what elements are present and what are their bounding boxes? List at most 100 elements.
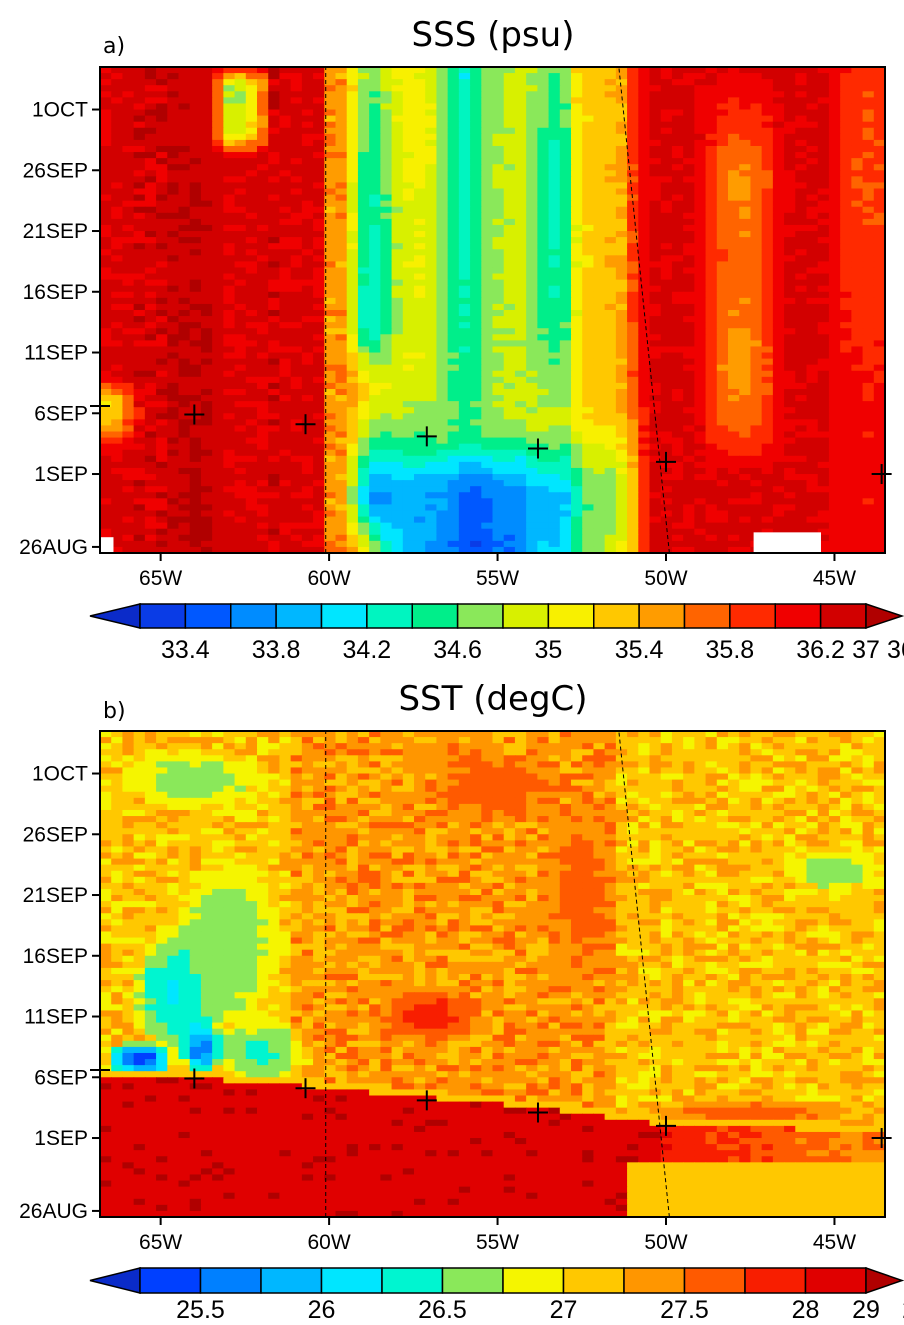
- x-tick-label: 55W: [476, 1231, 519, 1254]
- y-tick-label: 26SEP: [23, 159, 88, 182]
- y-axis-sss: 26AUG 1SEP 6SEP 11SEP 16SEP 21SEP 26SEP 1OCT: [19, 99, 100, 559]
- panel-label-a: a): [103, 34, 125, 59]
- colorbar-swatch: [502, 603, 550, 629]
- colorbar-swatch: [139, 1267, 202, 1294]
- y-tick-label: 21SEP: [23, 884, 88, 907]
- x-tick-label: 55W: [476, 567, 519, 590]
- colorbar-swatch: [230, 603, 277, 629]
- plot-area-sss: [90, 66, 892, 554]
- y-tick-label: 1SEP: [34, 1127, 88, 1150]
- colorbar-swatch: [139, 603, 187, 629]
- colorbar-label: 36.2: [796, 636, 845, 664]
- colorbar-label: 35.4: [615, 636, 664, 664]
- x-tick-label: 50W: [644, 567, 687, 590]
- colorbar-sss: 33.4 33.8 34.2 34.6 35 35.4 35.8 36.2 36.6 37: [89, 602, 904, 664]
- plot-area-sst: [90, 730, 892, 1218]
- y-tick-label: 6SEP: [34, 1066, 88, 1089]
- colorbar-swatch: [199, 1267, 262, 1294]
- colorbar-label: 25.5: [176, 1296, 225, 1324]
- colorbar-label: 33.4: [161, 636, 210, 664]
- colorbar-label: 35: [534, 636, 562, 664]
- colorbar-swatch: [320, 603, 368, 629]
- colorbar-swatch: [275, 603, 323, 629]
- colorbar-label: 37: [852, 636, 880, 664]
- storm-position-marker: [295, 1078, 316, 1099]
- y-tick-label: 26SEP: [23, 823, 88, 846]
- storm-position-marker: [184, 1068, 205, 1089]
- y-tick-label: 6SEP: [34, 402, 88, 425]
- storm-position-marker: [416, 1090, 437, 1111]
- x-tick-label: 65W: [139, 1231, 182, 1254]
- y-tick-label: 26AUG: [19, 1200, 88, 1223]
- x-axis-sss: 65W 60W 55W 50W 45W: [139, 553, 856, 590]
- y-tick-label: 11SEP: [24, 342, 88, 365]
- y-tick-label: 1OCT: [32, 763, 88, 786]
- missing-data-region: [753, 532, 821, 553]
- b-field: [100, 731, 886, 1218]
- colorbar-label: 34.6: [433, 636, 482, 664]
- colorbar-label: 35.8: [706, 636, 755, 664]
- colorbar-swatch: [547, 603, 595, 629]
- colorbar-arrow-low: [89, 603, 141, 629]
- colorbar-swatch: [819, 603, 867, 629]
- storm-position-marker: [527, 438, 548, 459]
- storm-position-marker: [527, 1102, 548, 1123]
- colorbar-swatch: [729, 603, 776, 629]
- colorbar-swatch: [744, 1267, 807, 1294]
- x-tick-label: 45W: [813, 567, 856, 590]
- colorbar-swatch: [381, 1267, 444, 1294]
- panel-label-b: b): [103, 699, 126, 724]
- colorbar-swatch: [411, 603, 459, 629]
- colorbar-swatch: [683, 603, 731, 629]
- colorbar-swatch: [366, 603, 413, 629]
- missing-data-region: [100, 537, 114, 553]
- colorbar-swatch: [502, 1267, 565, 1294]
- colorbar-label: 33.8: [252, 636, 301, 664]
- colorbar-swatch: [804, 1267, 867, 1294]
- y-tick-label: 1SEP: [34, 463, 88, 486]
- colorbar-swatch: [638, 603, 686, 629]
- storm-position-marker: [871, 1128, 892, 1149]
- colorbar-label: 29: [852, 1296, 880, 1324]
- colorbar-label: 28.5: [902, 1296, 904, 1324]
- storm-position-marker: [656, 451, 677, 472]
- y-tick-label: 11SEP: [24, 1006, 88, 1029]
- colorbar-arrow-high: [865, 1266, 904, 1295]
- storm-position-marker: [871, 464, 892, 485]
- colorbar-swatch: [593, 603, 640, 629]
- y-tick-label: 26AUG: [19, 536, 88, 559]
- chart-title-sst: SST (degC): [398, 679, 587, 719]
- plot-frame: [99, 66, 886, 554]
- plot-frame: [99, 730, 886, 1218]
- colorbar-label: 27: [550, 1296, 578, 1324]
- longitude-reference-line: [618, 730, 670, 1218]
- x-tick-label: 45W: [813, 1231, 856, 1254]
- colorbar-swatch: [562, 1267, 625, 1294]
- colorbar-swatch: [260, 1267, 323, 1294]
- colorbar-swatch: [683, 1267, 746, 1294]
- colorbar-arrow-low: [89, 1267, 141, 1294]
- x-tick-label: 50W: [644, 1231, 687, 1254]
- colorbar-swatch: [184, 603, 232, 629]
- colorbar-label: 26.5: [418, 1296, 467, 1324]
- y-tick-label: 16SEP: [23, 281, 88, 304]
- colorbar-swatch: [441, 1267, 504, 1294]
- colorbar-label: 36.6: [887, 636, 904, 664]
- colorbar-sst: 25.5 26 26.5 27 27.5 28 28.5 29: [89, 1266, 904, 1324]
- colorbar-swatch: [623, 1267, 686, 1294]
- colorbar-swatch: [456, 603, 504, 629]
- storm-position-marker: [416, 426, 437, 447]
- colorbar-label: 34.2: [343, 636, 392, 664]
- colorbar-label: 27.5: [660, 1296, 709, 1324]
- a-field: [100, 67, 886, 554]
- panel-sss: a) SSS (psu) 65W 60W 55W 50W 45W 26AUG 1SEP 6S…: [19, 15, 904, 664]
- panel-sst: b) SST (degC) 65W 60W 55W 50W 45W 26AUG 1SEP 6…: [19, 679, 904, 1324]
- x-tick-label: 65W: [139, 567, 182, 590]
- storm-position-marker: [295, 414, 316, 435]
- y-tick-label: 21SEP: [23, 220, 88, 243]
- x-axis-sst: 65W 60W 55W 50W 45W: [139, 1217, 856, 1254]
- colorbar-arrow-high: [865, 602, 904, 630]
- y-tick-label: 16SEP: [23, 945, 88, 968]
- y-tick-label: 1OCT: [32, 99, 88, 122]
